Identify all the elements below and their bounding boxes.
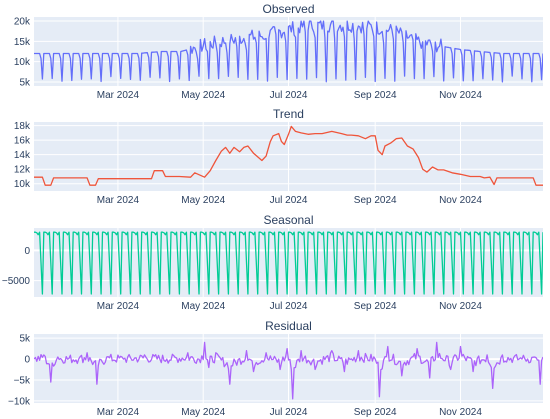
x-tick-label: Mar 2024 <box>97 407 140 418</box>
panel-title: Residual <box>265 319 312 333</box>
x-tick-label: Nov 2024 <box>439 195 482 206</box>
x-tick-label: Sep 2024 <box>354 195 397 206</box>
series-line-seasonal <box>34 231 543 295</box>
y-tick-label: 15k <box>14 37 31 48</box>
y-tick-label: 16k <box>14 136 31 147</box>
series-line-residual <box>34 341 543 400</box>
series-line-trend <box>34 125 543 186</box>
y-tick-label: 10k <box>14 179 31 190</box>
panel-observed: Observed Mar 2024 May 2024 Jul 2024 Sep 2024… <box>14 2 543 101</box>
x-tick-label: Jul 2024 <box>270 407 308 418</box>
x-tick-label: Jul 2024 <box>270 301 308 312</box>
x-tick-label: Nov 2024 <box>439 301 482 312</box>
panel-seasonal: Seasonal Mar 2024 May 2024 Jul 2024 Sep 2024… <box>2 213 543 312</box>
y-tick-label: −10k <box>8 396 31 407</box>
y-tick-label: 14k <box>14 150 31 161</box>
x-tick-label: Mar 2024 <box>97 301 140 312</box>
panel-residual: Residual Mar 2024 May 2024 Jul 2024 Sep 2024… <box>8 319 543 418</box>
y-tick-label: 0 <box>24 355 30 366</box>
x-tick-label: Jul 2024 <box>270 90 308 101</box>
panel-title: Trend <box>273 107 304 121</box>
x-tick-label: Sep 2024 <box>354 407 397 418</box>
x-tick-label: Mar 2024 <box>97 90 140 101</box>
x-tick-label: Mar 2024 <box>97 195 140 206</box>
y-tick-label: 5k <box>19 334 31 345</box>
x-tick-label: Nov 2024 <box>439 90 482 101</box>
y-tick-label: 12k <box>14 165 31 176</box>
y-tick-label: 5k <box>19 77 31 88</box>
x-tick-label: May 2024 <box>181 195 225 206</box>
panel-title: Observed <box>262 2 314 16</box>
x-tick-label: Sep 2024 <box>354 90 397 101</box>
y-tick-label: 10k <box>14 57 31 68</box>
y-tick-label: −5000 <box>2 276 31 287</box>
x-tick-label: May 2024 <box>181 301 225 312</box>
x-tick-label: Nov 2024 <box>439 407 482 418</box>
x-tick-label: May 2024 <box>181 90 225 101</box>
x-tick-label: May 2024 <box>181 407 225 418</box>
x-tick-label: Jul 2024 <box>270 195 308 206</box>
panel-title: Seasonal <box>263 213 313 227</box>
y-tick-label: 18k <box>14 121 31 132</box>
y-tick-label: 0 <box>24 246 30 257</box>
x-tick-label: Sep 2024 <box>354 301 397 312</box>
series-line-observed <box>34 20 543 83</box>
y-tick-label: 20k <box>14 17 31 28</box>
panel-trend: Trend Mar 2024 May 2024 Jul 2024 Sep 2024 Nov… <box>14 107 543 206</box>
y-tick-label: −5k <box>14 376 31 387</box>
